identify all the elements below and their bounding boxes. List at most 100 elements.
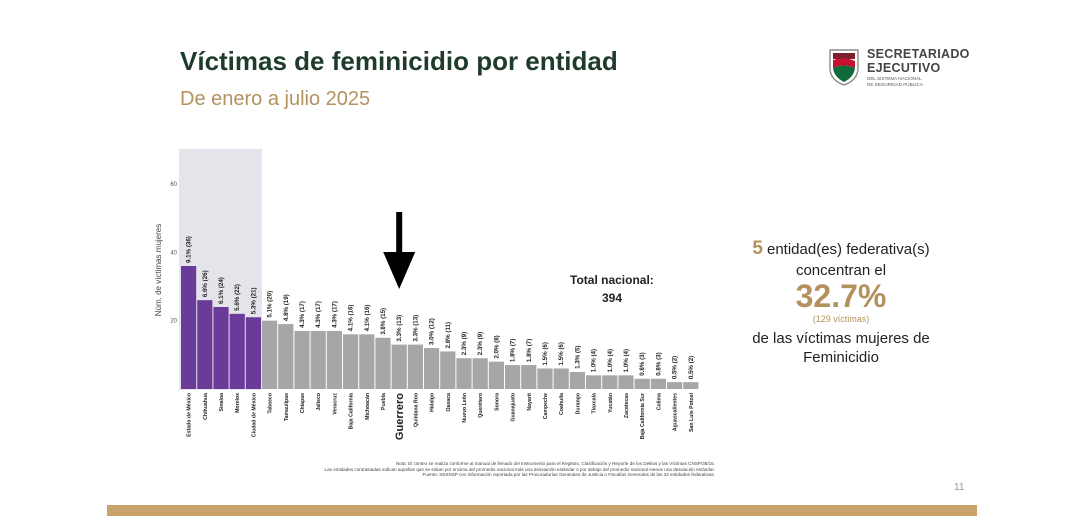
summary-line3: de las víctimas mujeres de: [752, 330, 930, 347]
data-label: 2.0% (8): [493, 335, 500, 358]
data-label: 0.8% (3): [639, 352, 646, 375]
data-label: 3.0% (12): [429, 318, 436, 345]
category-label: Hidalgo: [430, 393, 436, 412]
category-label: Querétaro: [478, 393, 484, 418]
y-tick-label: 60: [170, 182, 177, 188]
bar: [667, 382, 683, 389]
bar: [310, 330, 326, 389]
bar: [440, 351, 456, 389]
bar: [505, 365, 521, 389]
data-labels: 9.1% (36) 6.6% (26) 6.1% (24) 5.6% (22) 5.3%…: [186, 236, 695, 379]
data-label: 6.1% (24): [218, 277, 225, 304]
data-label: 1.5% (6): [558, 342, 565, 365]
data-label: 4.1% (16): [348, 305, 355, 332]
data-label: 1.0% (4): [607, 349, 614, 372]
category-label: Morelos: [235, 393, 241, 413]
bar: [181, 266, 197, 389]
bar: [586, 375, 602, 389]
footnote-line1: Nota: El conteo se realiza conforme al m…: [395, 461, 715, 466]
logo-text-line3: DEL SISTEMA NACIONAL: [867, 76, 922, 81]
bar: [375, 337, 391, 389]
bar: [294, 330, 310, 389]
bar: [213, 307, 229, 389]
bar: [245, 317, 261, 389]
category-label: Nuevo León: [462, 393, 468, 423]
footnote: Nota: El conteo se realiza conforme al m…: [195, 461, 715, 478]
category-label: Nayarit: [527, 393, 533, 411]
data-label: 4.3% (17): [315, 301, 322, 328]
data-label: 5.6% (22): [234, 284, 241, 311]
category-labels: Estado de México Chihuahua Sinaloa Morelos C…: [187, 392, 695, 440]
category-label: Coahuila: [559, 393, 565, 415]
logo-text-line2: EJECUTIVO: [867, 61, 941, 75]
data-label: 1.0% (4): [591, 349, 598, 372]
bar: [407, 344, 423, 389]
data-label: 0.8% (3): [655, 352, 662, 375]
category-label: Jalisco: [316, 393, 322, 411]
summary-box: 5 entidad(es) federativa(s) concentran el…: [716, 238, 966, 366]
bar: [537, 368, 553, 389]
category-label: Colima: [656, 393, 662, 410]
data-label: 4.3% (17): [331, 301, 338, 328]
category-label: Campeche: [543, 393, 549, 419]
arrow-down-icon: [383, 252, 416, 289]
bar-chart: 20 40 60 Núm. de víctimas mujeres 9.1% (36)…: [154, 149, 699, 440]
summary-count: 5: [752, 238, 763, 259]
emblem-icon: [829, 49, 859, 86]
summary-line2: concentran el: [795, 262, 887, 279]
category-label: Chihuahua: [203, 393, 209, 420]
bar: [424, 348, 440, 389]
y-axis-label: Núm. de víctimas mujeres: [154, 224, 163, 316]
category-label: Durango: [575, 393, 581, 414]
arrow-shaft: [396, 212, 403, 254]
category-label: Yucatán: [608, 393, 614, 413]
data-label: 4.8% (19): [283, 294, 290, 321]
category-label: Chiapas: [300, 393, 306, 413]
arrow-annotation: [383, 212, 416, 289]
category-label: Guerrero: [394, 393, 406, 440]
summary-line1-text: entidad(es) federativa(s): [767, 241, 930, 258]
bar: [553, 368, 569, 389]
bar: [569, 371, 585, 389]
category-label: Ciudad de México: [251, 393, 257, 437]
bar: [683, 382, 699, 389]
category-label: Michoacán: [365, 393, 371, 420]
logo-text-line1: SECRETARIADO: [867, 47, 970, 61]
data-label: 0.5% (2): [672, 356, 679, 379]
bar: [326, 330, 342, 389]
category-label: Tlaxcala: [592, 393, 598, 414]
category-label: Estado de México: [187, 393, 193, 437]
summary-line1: 5 entidad(es) federativa(s): [716, 238, 966, 260]
category-label: Guanajuato: [511, 393, 517, 422]
category-label: Baja California: [349, 393, 355, 429]
category-label: Oaxaca: [446, 393, 452, 412]
category-label: Tamaulipas: [284, 393, 290, 421]
bar: [472, 358, 488, 389]
data-label: 3.3% (13): [412, 315, 419, 342]
bar: [488, 361, 504, 389]
category-label: Tabasco: [268, 393, 274, 414]
data-label: 1.0% (4): [623, 349, 630, 372]
category-label: Puebla: [381, 393, 387, 410]
data-label: 3.8% (15): [380, 308, 387, 335]
bar: [521, 365, 537, 389]
y-tick-label: 20: [170, 319, 177, 325]
footnote-line2: Las entidades contrastadas indican aquel…: [324, 466, 715, 472]
bar: [262, 320, 278, 389]
data-label: 2.8% (11): [445, 322, 452, 348]
summary-line4: Feminicidio: [803, 349, 879, 366]
bar: [229, 313, 245, 389]
bar: [359, 334, 375, 389]
bar: [650, 378, 666, 389]
bar: [634, 378, 650, 389]
category-label: Sonora: [494, 393, 500, 411]
data-label: 1.5% (6): [542, 342, 549, 365]
footnote-line3: Fuente: SESNSP con información reportada…: [422, 472, 715, 478]
total-national-label: Total nacional:: [570, 273, 654, 287]
slide-subtitle: De enero a julio 2025: [180, 88, 371, 110]
bar: [456, 358, 472, 389]
secretariado-logo: SECRETARIADO EJECUTIVO DEL SISTEMA NACIO…: [827, 46, 982, 90]
bar: [602, 375, 618, 389]
data-label: 4.3% (17): [299, 301, 306, 328]
y-tick-label: 40: [170, 250, 177, 256]
